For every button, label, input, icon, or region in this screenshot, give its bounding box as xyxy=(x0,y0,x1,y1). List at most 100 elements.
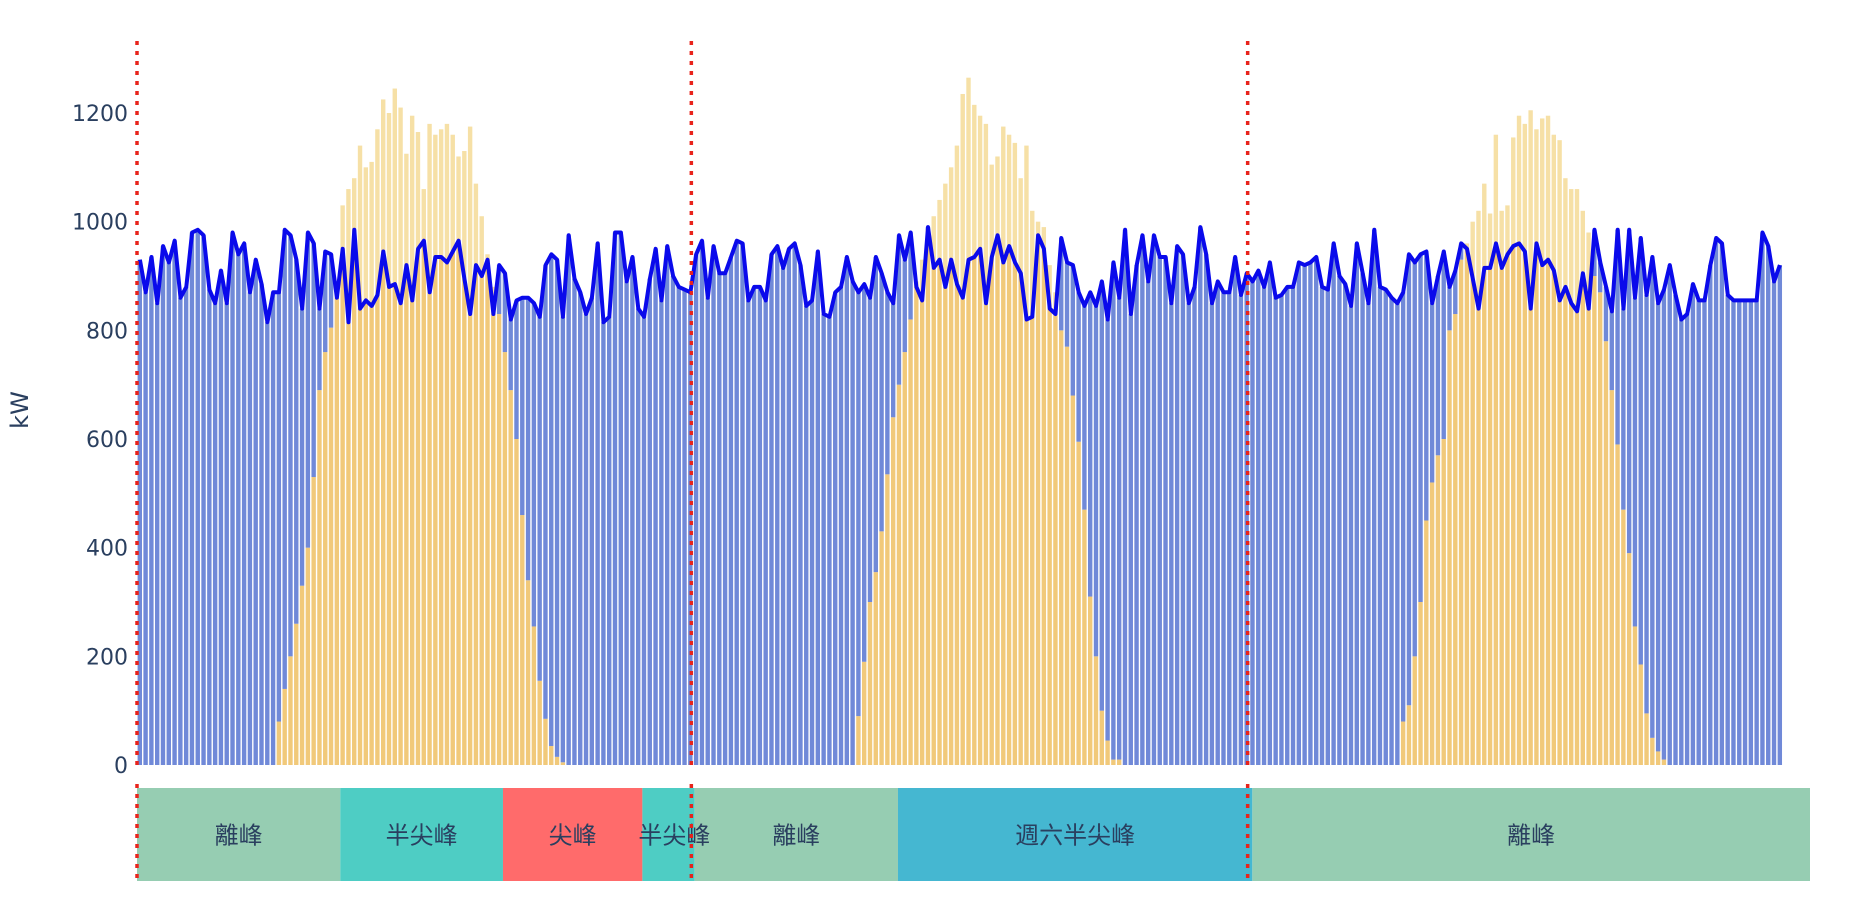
grid-bar xyxy=(879,273,884,532)
grid-bar xyxy=(1111,262,1116,760)
solar-bar xyxy=(1470,278,1475,765)
grid-bar xyxy=(328,254,334,328)
solar-excess-bar xyxy=(1047,265,1052,309)
grid-bar xyxy=(1203,254,1209,765)
solar-excess-bar xyxy=(1511,137,1516,247)
grid-bar xyxy=(1615,229,1620,445)
grid-bar xyxy=(670,276,676,765)
solar-bar xyxy=(908,319,913,765)
grid-bar xyxy=(607,316,612,765)
grid-bar xyxy=(1412,262,1417,657)
grid-bar xyxy=(1285,286,1290,765)
grid-bar xyxy=(299,308,305,586)
solar-bar xyxy=(1116,759,1122,765)
solar-bar xyxy=(409,300,415,765)
solar-bar xyxy=(954,284,960,765)
solar-bar xyxy=(288,656,293,765)
grid-bar xyxy=(1059,237,1064,331)
grid-bar xyxy=(1760,232,1765,765)
solar-bar xyxy=(1088,596,1093,765)
solar-excess-bar xyxy=(931,216,936,268)
solar-bar xyxy=(1592,276,1597,765)
solar-excess-bar xyxy=(1569,189,1574,304)
grid-bar xyxy=(867,297,873,602)
grid-bar xyxy=(890,303,896,418)
y-tick-label: 400 xyxy=(86,537,128,562)
grid-bar xyxy=(873,256,878,573)
grid-bar xyxy=(253,259,258,765)
grid-bar xyxy=(554,259,560,757)
grid-bar xyxy=(236,254,241,765)
grid-bar xyxy=(183,286,189,765)
solar-bar xyxy=(1047,308,1052,765)
grid-bar xyxy=(833,292,838,765)
tou-segment-label: 離峰 xyxy=(1507,822,1555,850)
solar-bar xyxy=(1655,751,1661,765)
time-of-use-bar: 離峰 半尖峰 尖峰 半尖峰 離峰 週六半尖峰 離峰 xyxy=(137,788,1810,881)
grid-bar xyxy=(757,286,763,765)
solar-bar xyxy=(502,352,508,765)
solar-bar xyxy=(1603,341,1609,765)
solar-excess-bar xyxy=(1024,145,1029,320)
grid-bar xyxy=(1296,262,1302,765)
solar-excess-bar xyxy=(1522,123,1528,252)
solar-bar xyxy=(1111,759,1116,765)
y-tick-label: 1200 xyxy=(72,102,128,127)
y-tick-label: 1000 xyxy=(72,211,128,236)
grid-bar xyxy=(531,303,537,627)
grid-bar xyxy=(288,235,293,657)
load-line xyxy=(137,225,1782,325)
grid-bar xyxy=(1174,246,1180,765)
grid-bar xyxy=(525,297,531,581)
solar-bar xyxy=(1638,664,1643,765)
tou-segment-label: 離峰 xyxy=(215,822,263,850)
grid-bar xyxy=(844,256,850,765)
grid-bar xyxy=(1713,237,1719,766)
grid-bar xyxy=(1331,243,1336,765)
grid-bar xyxy=(1447,286,1452,331)
grid-bar xyxy=(850,281,855,765)
solar-excess-bar xyxy=(398,107,403,304)
grid-bar xyxy=(1099,281,1104,711)
grid-bar xyxy=(583,314,589,765)
grid-bar xyxy=(1290,286,1296,765)
grid-bar xyxy=(154,303,160,765)
grid-bar xyxy=(1169,303,1174,765)
solar-bar xyxy=(1064,346,1070,765)
grid-bar xyxy=(166,262,171,765)
solar-bar xyxy=(960,297,965,765)
solar-excess-bar xyxy=(404,153,409,266)
grid-bar xyxy=(1302,265,1307,765)
solar-excess-bar xyxy=(369,161,374,306)
grid-bar xyxy=(1638,237,1643,665)
grid-bar xyxy=(1748,300,1754,765)
grid-bar xyxy=(149,256,154,765)
grid-bar xyxy=(282,229,287,689)
solar-bar xyxy=(415,248,421,765)
grid-bar xyxy=(612,232,618,765)
solar-excess-bar xyxy=(450,134,455,252)
grid-bar xyxy=(1082,305,1087,510)
solar-bar xyxy=(1059,330,1064,765)
solar-bar xyxy=(861,661,867,765)
solar-excess-bar xyxy=(983,123,989,304)
grid-bar xyxy=(1221,292,1226,765)
grid-bar xyxy=(543,265,548,719)
grid-bar xyxy=(1337,276,1342,765)
grid-bar xyxy=(218,270,224,765)
y-tick-label: 800 xyxy=(86,319,128,344)
solar-bar xyxy=(919,300,925,765)
solar-bar xyxy=(352,229,357,765)
solar-excess-bar xyxy=(346,189,351,323)
grid-bar xyxy=(647,278,652,765)
solar-excess-bar xyxy=(937,199,942,260)
solar-bar xyxy=(1030,316,1035,765)
grid-bar xyxy=(1088,292,1093,597)
y-axis: 0 200 400 600 800 1000 1200 xyxy=(72,102,128,779)
tou-segment xyxy=(694,788,898,881)
solar-bar xyxy=(369,305,374,765)
solar-bar xyxy=(914,286,919,765)
grid-bar xyxy=(1128,314,1133,765)
grid-bar xyxy=(1737,300,1742,765)
solar-excess-bar xyxy=(1493,134,1499,244)
